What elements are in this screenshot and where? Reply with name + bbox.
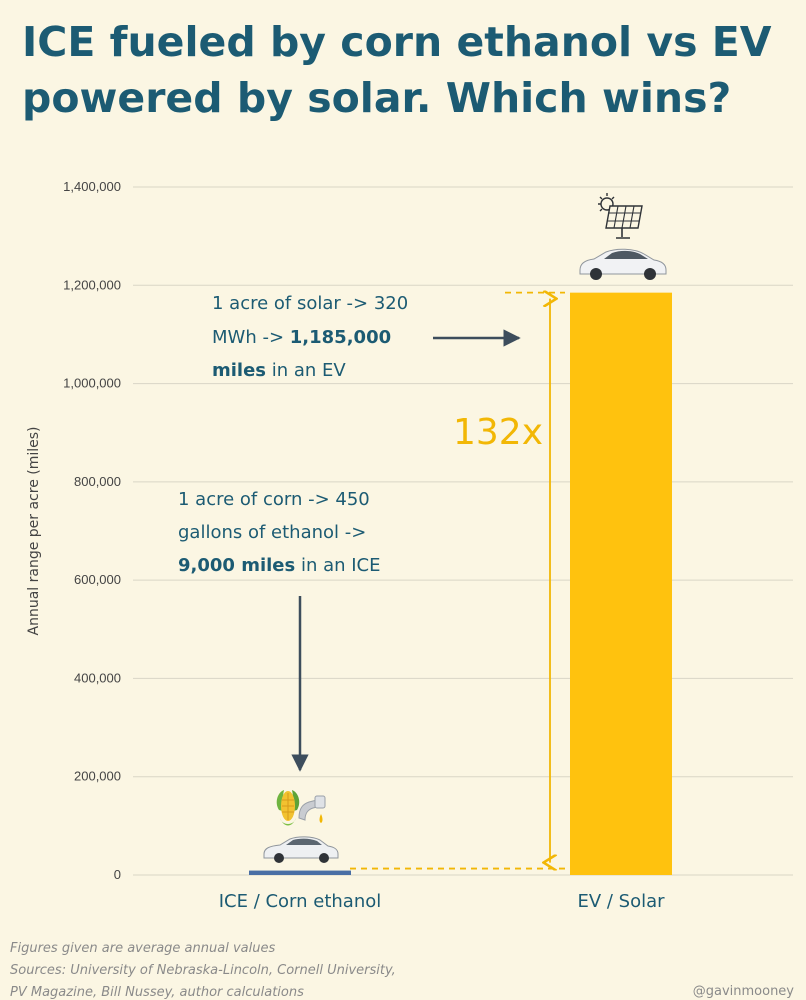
fuel-nozzle-icon xyxy=(298,795,326,823)
y-tick-label: 0 xyxy=(114,867,121,882)
corn-annotation-line-1: 1 acre of corn -> 450 xyxy=(178,489,370,510)
solar-annotation-line-3: miles in an EV xyxy=(212,360,346,381)
solar-annotation-line-2-prefix: MWh -> xyxy=(212,327,290,348)
bar-ev-solar xyxy=(570,292,672,876)
gridlines xyxy=(133,186,793,876)
y-tick-label: 1,000,000 xyxy=(63,376,121,391)
bars xyxy=(249,292,672,876)
solar-panel-icon xyxy=(605,205,643,239)
bar-ice-corn-ethanol xyxy=(249,870,351,875)
y-axis-title: Annual range per acre (miles) xyxy=(26,426,42,635)
footnote-line-2: Sources: University of Nebraska-Lincoln,… xyxy=(10,963,396,978)
y-tick-label: 200,000 xyxy=(74,769,121,784)
solar-annotation-unit: miles xyxy=(212,360,266,381)
y-tick-label: 800,000 xyxy=(74,474,121,489)
y-tick-label: 1,200,000 xyxy=(63,277,121,292)
corn-annotation-line-2: gallons of ethanol -> xyxy=(178,522,366,543)
category-labels: ICE / Corn ethanol EV / Solar xyxy=(219,891,665,912)
chart-title: ICE fueled by corn ethanol vs EV powered… xyxy=(22,14,792,126)
solar-annotation-value: 1,185,000 xyxy=(290,327,391,348)
solar-annotation-line-2: MWh -> 1,185,000 xyxy=(212,327,391,348)
sun-icon xyxy=(598,193,615,212)
y-axis-tick-labels: 0 200,000 400,000 600,000 800,000 1,000,000 1,… xyxy=(63,179,121,882)
corn-annotation-value: 9,000 miles xyxy=(178,555,295,576)
y-tick-label: 400,000 xyxy=(74,670,121,685)
y-tick-label: 1,400,000 xyxy=(63,179,121,194)
solar-annotation-line-1: 1 acre of solar -> 320 xyxy=(212,293,408,314)
chart-title-line-1: ICE fueled by corn ethanol vs EV xyxy=(22,18,772,66)
y-tick-label: 600,000 xyxy=(74,572,121,587)
footnote-line-3: PV Magazine, Bill Nussey, author calcula… xyxy=(10,985,304,1000)
chart-title-line-2: powered by solar. Which wins? xyxy=(22,74,732,122)
suv-car-icon xyxy=(579,248,667,280)
corn-annotation-line-3-suffix: in an ICE xyxy=(295,555,380,576)
sedan-car-icon xyxy=(263,836,339,863)
solar-annotation-line-3-suffix: in an EV xyxy=(266,360,346,381)
x-category-label: ICE / Corn ethanol xyxy=(219,891,382,912)
corn-annotation-line-3: 9,000 miles in an ICE xyxy=(178,555,381,576)
x-category-label: EV / Solar xyxy=(577,891,665,912)
multiplier-label: 132x xyxy=(453,412,543,453)
footnote-line-1: Figures given are average annual values xyxy=(10,941,276,956)
corn-icon xyxy=(276,790,300,826)
author-handle: @gavinmooney xyxy=(692,984,794,999)
